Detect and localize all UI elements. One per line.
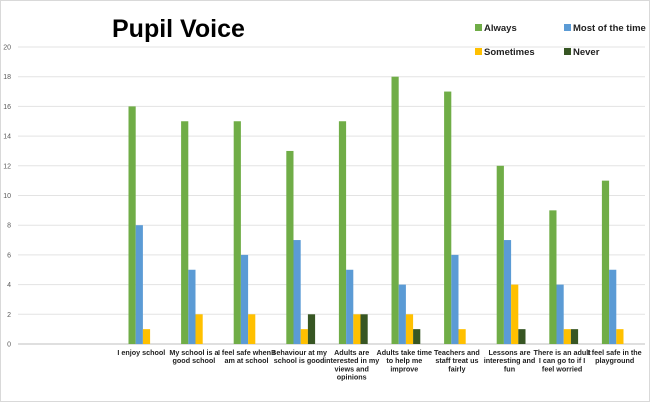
bar-never (307, 314, 316, 344)
category-label: I enjoy school (117, 348, 165, 357)
legend-swatch (475, 48, 482, 55)
bar-most-of-the-time (135, 225, 143, 344)
legend-swatch (564, 48, 571, 55)
category-label: Adults take time to help me improve (377, 348, 433, 373)
bar-always (181, 121, 189, 344)
legend-label: Sometimes (484, 47, 535, 58)
y-tick-label: 20 (3, 45, 11, 52)
bar-most-of-the-time (293, 240, 301, 344)
y-tick-label: 4 (7, 282, 11, 289)
bar-always (128, 106, 136, 345)
bar-always (444, 91, 452, 344)
y-tick-label: 14 (3, 134, 11, 141)
bar-always (549, 210, 557, 344)
bar-always (338, 121, 347, 344)
y-tick-label: 16 (3, 104, 11, 111)
y-axis-ticks: 0 2 4 6 8 10 12 14 16 18 20 (3, 45, 11, 349)
bar-never (570, 329, 579, 344)
bar-always (496, 165, 504, 344)
bar-sometimes (563, 329, 571, 344)
category-label: I feel safe in the playground (588, 348, 642, 365)
bar-never (413, 329, 421, 344)
category-label: Adults are interested in my views and opini… (324, 348, 379, 382)
y-tick-label: 2 (7, 312, 11, 319)
category-label: Lessons are interesting and fun (484, 348, 536, 373)
legend-label: Most of the time (573, 23, 646, 34)
bar-most-of-the-time (503, 240, 512, 344)
bar-sometimes (405, 314, 414, 344)
bar-sometimes (142, 329, 151, 344)
y-tick-label: 10 (3, 193, 11, 200)
category-label: My school is a good school (169, 348, 219, 365)
bar-always (233, 121, 241, 344)
gridlines (18, 46, 645, 345)
bar-never (518, 329, 526, 344)
legend: Always Most of the time Sometimes Never (475, 23, 646, 58)
bar-sometimes (616, 329, 624, 344)
bar-sometimes (300, 329, 308, 344)
category-label: Teachers and staff treat us fairly (434, 348, 480, 373)
legend-label: Always (484, 23, 517, 34)
category-label: Behaviour at my school is good (271, 348, 327, 365)
bar-most-of-the-time (609, 269, 617, 344)
bar-always (391, 76, 399, 344)
y-tick-label: 0 (7, 342, 11, 349)
y-tick-label: 12 (3, 163, 11, 170)
bar-most-of-the-time (451, 254, 459, 344)
bar-most-of-the-time (346, 269, 354, 344)
chart-title: Pupil Voice (112, 15, 245, 43)
y-tick-label: 18 (3, 74, 11, 81)
x-axis-labels: I enjoy school My school is a good schoolI… (117, 348, 641, 382)
bar-sometimes (248, 314, 256, 344)
bar-most-of-the-time (556, 284, 564, 344)
bar-sometimes (458, 329, 466, 344)
bar-sometimes (511, 284, 519, 344)
legend-swatch (475, 24, 482, 31)
bar-most-of-the-time (240, 254, 249, 344)
bar-most-of-the-time (398, 284, 406, 344)
bars (128, 76, 624, 345)
bar-most-of-the-time (188, 269, 196, 344)
bar-always (601, 180, 610, 344)
bar-always (286, 150, 294, 344)
bar-sometimes (195, 314, 203, 344)
bar-never (360, 314, 368, 344)
bar-sometimes (353, 314, 361, 344)
y-tick-label: 8 (7, 223, 11, 230)
legend-swatch (564, 24, 571, 31)
y-tick-label: 6 (7, 252, 11, 259)
legend-label: Never (573, 47, 600, 58)
